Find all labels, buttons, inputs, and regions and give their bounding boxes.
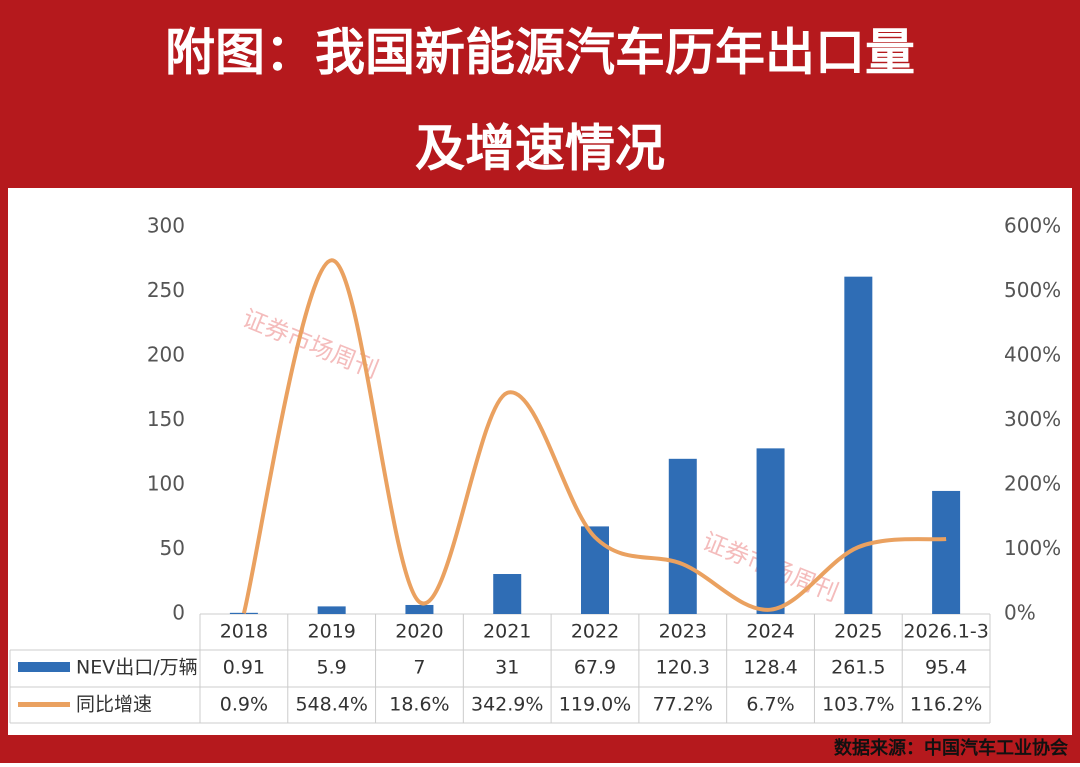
chart-panel [8, 188, 1072, 735]
y-tick-label: 150 [147, 407, 185, 431]
y2-tick-label: 0% [1004, 601, 1036, 625]
y2-tick-label: 100% [1004, 536, 1061, 560]
table-value: 548.4% [295, 694, 367, 716]
legend-swatch [18, 662, 70, 672]
x-tick-label: 2018 [220, 621, 268, 643]
table-value: 261.5 [831, 657, 885, 679]
y-tick-label: 250 [147, 278, 185, 302]
y2-tick-label: 600% [1004, 214, 1061, 238]
bar [844, 276, 873, 614]
table-value: 31 [495, 657, 519, 679]
table-value: 95.4 [925, 657, 967, 679]
y2-tick-label: 300% [1004, 407, 1061, 431]
table-value: 18.6% [389, 694, 449, 716]
bar [405, 604, 434, 614]
x-tick-label: 2023 [659, 621, 707, 643]
y2-tick-label: 500% [1004, 278, 1061, 302]
growth-line [241, 258, 947, 614]
table-value: 103.7% [822, 694, 894, 716]
bar [668, 458, 697, 614]
x-tick-label: 2024 [746, 621, 794, 643]
bar [932, 490, 961, 614]
y-tick-label: 0 [172, 601, 185, 625]
source: 数据来源：中国汽车工业协会 [834, 737, 1068, 759]
table-value: 6.7% [746, 694, 794, 716]
table-value: 0.9% [220, 694, 268, 716]
legend-label: NEV出口/万辆 [76, 657, 198, 679]
table-value: 342.9% [471, 694, 543, 716]
chart-title: 附图：我国新能源汽车历年出口量 [165, 24, 915, 82]
chart-title-line2: 及增速情况 [415, 120, 665, 178]
y-tick-label: 200 [147, 343, 185, 367]
y-tick-label: 50 [160, 536, 185, 560]
x-tick-label: 2026.1-3 [903, 621, 988, 643]
x-tick-label: 2021 [483, 621, 531, 643]
table-value: 128.4 [743, 657, 797, 679]
table-value: 120.3 [656, 657, 710, 679]
legend-label: 同比增速 [76, 694, 152, 716]
y2-tick-label: 200% [1004, 472, 1061, 496]
table-value: 0.91 [223, 657, 265, 679]
y-tick-label: 300 [147, 214, 185, 238]
y-tick-label: 100 [147, 472, 185, 496]
bar [317, 606, 346, 614]
x-tick-label: 2020 [395, 621, 443, 643]
table-value: 116.2% [910, 694, 982, 716]
x-tick-label: 2022 [571, 621, 619, 643]
x-tick-label: 2019 [307, 621, 355, 643]
x-tick-label: 2025 [834, 621, 882, 643]
legend-swatch [18, 702, 70, 707]
table-value: 5.9 [317, 657, 347, 679]
bar [756, 448, 785, 614]
table-value: 119.0% [559, 694, 631, 716]
y2-tick-label: 400% [1004, 343, 1061, 367]
bar [493, 574, 522, 614]
bar [581, 526, 609, 614]
table-value: 7 [413, 657, 425, 679]
table-value: 67.9 [574, 657, 616, 679]
table-value: 77.2% [653, 694, 713, 716]
